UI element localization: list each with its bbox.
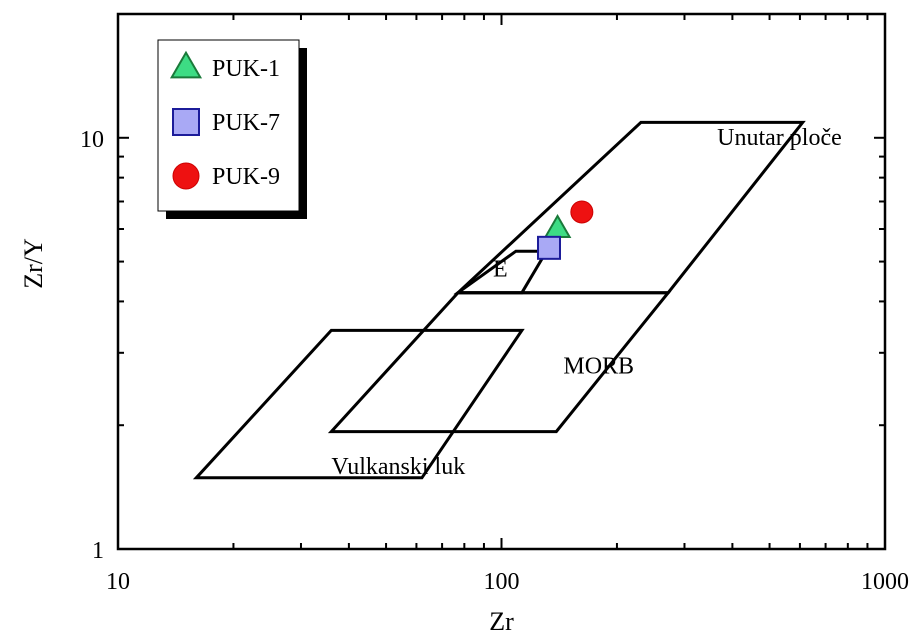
- x-axis-title: Zr: [489, 607, 514, 636]
- field-label-0: Unutar ploče: [717, 125, 842, 151]
- legend-marker-puk-7: [172, 108, 200, 136]
- x-tick-label: 100: [484, 569, 520, 595]
- tectonic-fields: Unutar ploče E MORB Vulkanski luk: [192, 120, 842, 480]
- legend-marker-puk-9: [172, 162, 200, 190]
- field-label-2: MORB: [563, 354, 634, 380]
- field-polygon-2: [327, 291, 672, 434]
- y-axis-title: Zr/Y: [19, 238, 48, 289]
- data-point-puk-1: [543, 214, 572, 238]
- legend-label-puk-7: PUK-7: [212, 110, 280, 136]
- legend: PUK-1 PUK-7 PUK-9: [157, 39, 307, 219]
- legend-label-puk-1: PUK-1: [212, 56, 280, 82]
- legend-marker-puk-1: [169, 50, 203, 79]
- field-polygon-3: [192, 328, 525, 480]
- field-label-1: E: [493, 256, 508, 282]
- legend-label-puk-9: PUK-9: [212, 164, 280, 190]
- x-tick-label: 10: [106, 569, 130, 595]
- field-label-3: Vulkanski luk: [331, 454, 465, 480]
- data-point-puk-9: [570, 200, 594, 224]
- data-points: [536, 200, 594, 260]
- y-tick-label: 1: [92, 538, 104, 564]
- x-tick-label: 1000: [861, 569, 909, 595]
- axis-ticks: [117, 13, 886, 550]
- y-tick-label: 10: [80, 127, 104, 153]
- data-point-puk-7: [536, 235, 561, 260]
